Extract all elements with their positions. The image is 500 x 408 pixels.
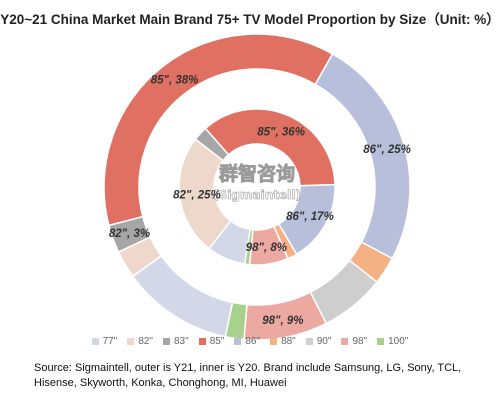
legend-item-77: 77" xyxy=(91,336,118,347)
legend-label-88: 88" xyxy=(281,336,296,347)
watermark: 群智咨询 (Sigmaintell) xyxy=(213,162,301,203)
legend-item-90: 90" xyxy=(305,336,332,347)
legend-swatch-82 xyxy=(127,338,135,345)
outer-slice-77 xyxy=(131,254,234,338)
chart-title: Y20~21 China Market Main Brand 75+ TV Mo… xyxy=(0,12,500,27)
legend-item-82: 82" xyxy=(127,336,153,347)
legend-label-82: 82" xyxy=(138,336,153,347)
legend-swatch-77 xyxy=(91,338,99,345)
donut-chart: 群智咨询 (Sigmaintell) 82", 3% 85", 38% 86", 2… xyxy=(103,33,411,340)
inner-ring xyxy=(178,108,336,266)
inner-label-82: 82", 25% xyxy=(173,190,221,202)
legend-item-98: 98" xyxy=(341,336,367,347)
watermark-line2: (Sigmaintell) xyxy=(213,188,301,202)
legend-label-77: 77" xyxy=(102,336,118,347)
legend-label-85: 85" xyxy=(209,336,225,347)
inner-slice-100 xyxy=(243,228,254,266)
legend-swatch-98 xyxy=(341,338,349,345)
legend-label-100: 100" xyxy=(388,336,409,347)
legend-item-100: 100" xyxy=(377,336,408,347)
legend-swatch-90 xyxy=(305,338,313,345)
outer-label-85: 85", 38% xyxy=(151,74,199,86)
legend-swatch-85 xyxy=(198,338,206,345)
legend-label-83: 83" xyxy=(174,336,189,347)
legend-label-98: 98" xyxy=(352,336,368,347)
data-labels: 82", 3% 85", 38% 86", 25% 98", 9% 82", 25% 85… xyxy=(109,74,411,327)
inner-slice-85 xyxy=(204,108,336,187)
legend-item-85: 85" xyxy=(198,336,225,347)
outer-ring xyxy=(103,33,411,340)
legend: 77" 82" 83" 85" 86" 88" 90" 98" 100" xyxy=(0,336,500,347)
inner-label-98: 98", 8% xyxy=(246,242,287,254)
legend-swatch-83 xyxy=(163,338,170,345)
inner-label-85: 85", 36% xyxy=(257,127,305,139)
outer-label-83: 82", 3% xyxy=(109,228,150,240)
legend-item-88: 88" xyxy=(270,336,296,347)
legend-item-83: 83" xyxy=(163,336,189,347)
outer-label-86: 86", 25% xyxy=(363,144,411,156)
watermark-line1: 群智咨询 xyxy=(218,162,295,185)
source-note: Source: Sigmaintell, outer is Y21, inner… xyxy=(34,362,462,389)
legend-swatch-100 xyxy=(377,338,385,345)
legend-label-90: 90" xyxy=(316,336,332,347)
outer-label-98: 98", 9% xyxy=(262,315,303,327)
legend-swatch-86 xyxy=(234,338,242,345)
inner-label-86: 86", 17% xyxy=(286,211,334,223)
legend-label-86: 86" xyxy=(245,336,261,347)
legend-swatch-88 xyxy=(270,338,278,345)
legend-item-86: 86" xyxy=(234,336,260,347)
